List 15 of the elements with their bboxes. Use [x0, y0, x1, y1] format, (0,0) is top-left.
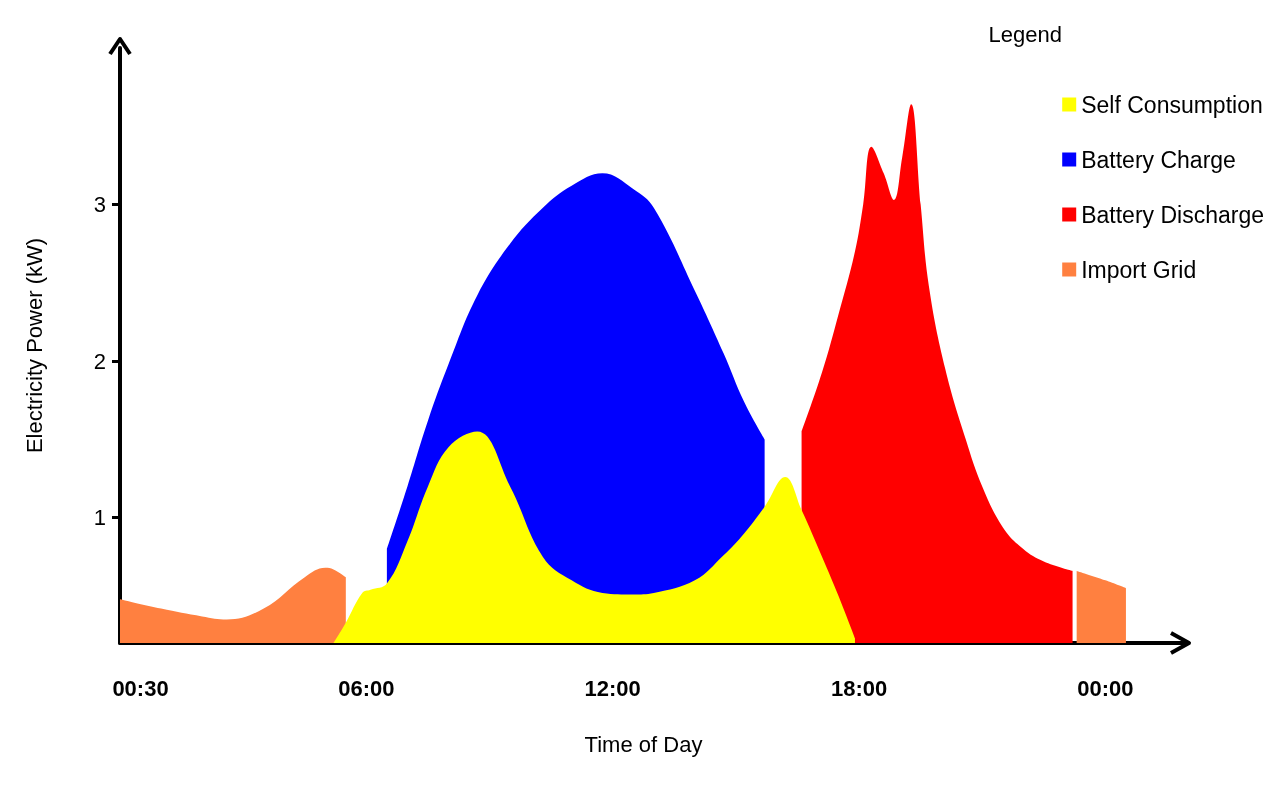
x-tick-label: 12:00	[584, 675, 641, 701]
legend-label: Import Grid	[1081, 256, 1197, 283]
legend-label: Battery Discharge	[1081, 201, 1265, 228]
y-tick-label: 2	[93, 348, 106, 374]
x-tick-label: 00:30	[112, 675, 169, 701]
x-tick-label: 00:00	[1077, 675, 1134, 701]
y-tick-label: 3	[93, 192, 106, 218]
x-tick-label: 18:00	[830, 675, 888, 701]
legend-title: Legend	[988, 21, 1063, 47]
x-axis-title: Time of Day	[584, 731, 703, 757]
x-tick-label: 06:00	[338, 675, 395, 701]
legend-label: Battery Charge	[1081, 146, 1236, 173]
legend-label: Self Consumption	[1081, 91, 1263, 118]
y-axis-title: Electricity Power (kW)	[21, 237, 47, 454]
y-tick-label: 1	[93, 505, 106, 531]
